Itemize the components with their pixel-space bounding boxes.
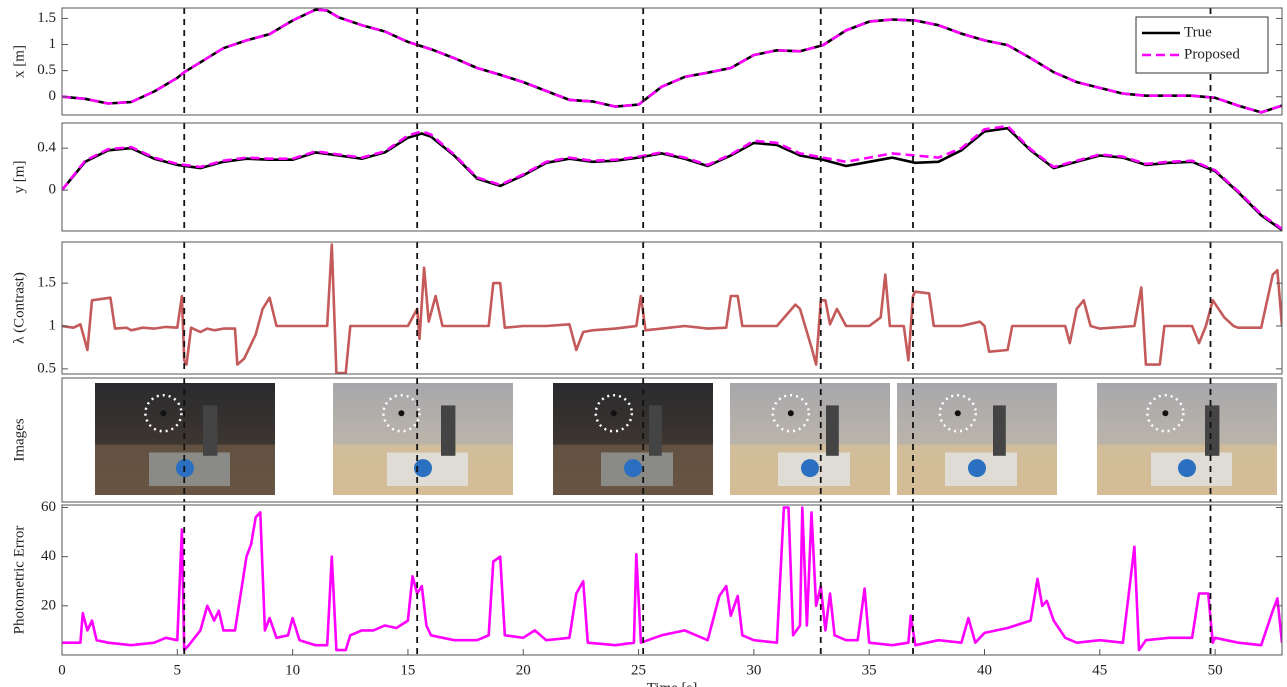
image-drone-ring [382, 393, 421, 433]
x-tick-label: 40 [977, 662, 992, 678]
panel [62, 8, 1282, 114]
y-tick-label: 0.5 [37, 360, 56, 376]
image-drone-ring [1146, 393, 1185, 433]
legend-label: True [1184, 24, 1212, 40]
data-line [62, 8, 1282, 114]
data-line [62, 126, 1282, 231]
image-drone [787, 410, 794, 417]
panel [62, 506, 1282, 652]
plot-frame [61, 122, 1283, 232]
y-tick-label: 1.5 [37, 275, 56, 291]
data-line [62, 8, 1282, 114]
y-axis-label: Images [11, 418, 27, 461]
image-drone-ring [938, 393, 978, 433]
x-tick-label: 50 [1208, 662, 1223, 678]
data-line [62, 243, 1282, 374]
x-tick-label: 5 [174, 662, 182, 678]
image-drone [954, 410, 961, 417]
image-pad [414, 459, 432, 478]
x-tick-label: 25 [631, 662, 646, 678]
plot-frame [61, 377, 1283, 503]
image-tower [826, 405, 839, 456]
y-axis-label: λ (Contrast) [11, 272, 27, 344]
data-line [62, 506, 1282, 652]
panel [62, 243, 1282, 374]
x-tick-label: 20 [516, 662, 531, 678]
data-line [62, 124, 1282, 230]
legend-label: Proposed [1184, 46, 1240, 62]
image-drone [398, 410, 405, 417]
image-drone-ring [594, 393, 634, 433]
plot-frame [61, 7, 1283, 116]
x-tick-label: 10 [285, 662, 300, 678]
image-tower [649, 405, 662, 456]
x-tick-label: 35 [862, 662, 877, 678]
y-axis-label: y [m] [11, 161, 27, 194]
y-tick-label: 0 [49, 88, 57, 104]
x-tick-label: 45 [1092, 662, 1107, 678]
x-tick-label: 30 [746, 662, 761, 678]
plot-frame [61, 504, 1283, 656]
y-axis-label: Photometric Error [11, 526, 27, 635]
image-tower [203, 405, 218, 456]
plot-frame [61, 241, 1283, 375]
y-tick-label: 0 [49, 182, 57, 198]
y-tick-label: 0.4 [37, 140, 56, 156]
y-axis-label: x [m] [11, 45, 27, 78]
image-tower [441, 405, 456, 456]
y-tick-label: 60 [41, 499, 56, 515]
image-tower [993, 405, 1006, 456]
y-tick-label: 40 [41, 548, 56, 564]
image-drone-ring [771, 393, 811, 433]
y-tick-label: 1.5 [37, 10, 56, 26]
y-tick-label: 0.5 [37, 62, 56, 78]
image-drone-ring [144, 393, 183, 433]
y-tick-label: 20 [41, 597, 56, 613]
image-tower [1205, 405, 1220, 456]
image-pad [968, 459, 986, 478]
legend-box [1135, 16, 1269, 74]
panel [62, 124, 1282, 231]
x-tick-label: 0 [58, 662, 66, 678]
image-drone [160, 410, 167, 417]
image-pad [624, 459, 642, 478]
panel [95, 383, 1277, 495]
x-axis-label: Time [s] [647, 680, 698, 687]
y-tick-label: 1 [49, 36, 57, 52]
image-drone [610, 410, 617, 417]
image-pad [1178, 459, 1196, 478]
x-tick-label: 15 [400, 662, 415, 678]
image-drone [1162, 410, 1169, 417]
y-tick-label: 1 [49, 317, 57, 333]
image-pad [801, 459, 819, 478]
